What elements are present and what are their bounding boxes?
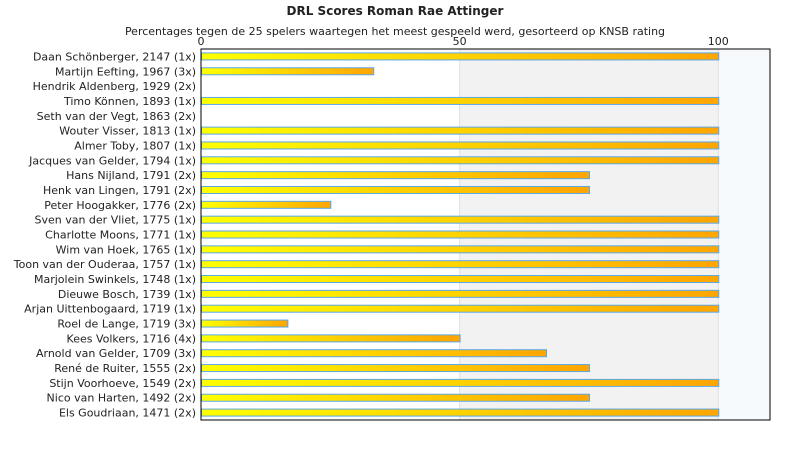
y-category-label: Seth van der Vegt, 1863 (2x) (37, 110, 196, 123)
chart-title: DRL Scores Roman Rae Attinger (286, 4, 504, 18)
y-category-label: Arjan Uittenbogaard, 1719 (1x) (24, 303, 196, 316)
bar (201, 275, 720, 284)
bar (201, 304, 720, 313)
bar (201, 319, 289, 328)
bar (201, 408, 720, 417)
bar (201, 156, 720, 165)
bar (201, 334, 461, 343)
y-category-label: Peter Hoogakker, 1776 (2x) (44, 199, 196, 212)
y-category-label: Stijn Voorhoeve, 1549 (2x) (49, 377, 196, 390)
y-category-label: Timo Können, 1893 (1x) (63, 95, 196, 108)
y-category-label: Wim van Hoek, 1765 (1x) (56, 243, 196, 256)
y-category-label: Henk van Lingen, 1791 (2x) (43, 184, 196, 197)
chart-subtitle: Percentages tegen de 25 spelers waartege… (124, 25, 666, 38)
band-100-plus (718, 49, 770, 420)
x-tick-label: 0 (198, 35, 205, 48)
y-category-label: Martijn Eefting, 1967 (3x) (55, 65, 196, 78)
y-category-label: Els Goudriaan, 1471 (2x) (59, 407, 196, 420)
y-category-label: Toon van der Ouderaa, 1757 (1x) (13, 258, 196, 271)
bar (201, 230, 720, 239)
bar (201, 245, 720, 254)
bar (201, 364, 590, 373)
x-tick-label: 100 (708, 35, 729, 48)
bar (201, 67, 375, 76)
y-category-label: Wouter Visser, 1813 (1x) (59, 125, 196, 138)
bar (201, 96, 720, 105)
y-category-label: Arnold van Gelder, 1709 (3x) (36, 347, 196, 360)
y-category-label: Daan Schönberger, 2147 (1x) (33, 50, 196, 63)
bar (201, 141, 720, 150)
bar (201, 126, 720, 135)
y-category-label: Almer Toby, 1807 (1x) (74, 139, 196, 152)
y-category-label: René de Ruiter, 1555 (2x) (54, 362, 196, 375)
bar (201, 171, 590, 180)
bar (201, 393, 590, 402)
y-category-label: Hans Nijland, 1791 (2x) (66, 169, 196, 182)
bar (201, 200, 332, 209)
bar (201, 52, 720, 61)
y-category-label: Charlotte Moons, 1771 (1x) (45, 229, 196, 242)
y-category-label: Dieuwe Bosch, 1739 (1x) (58, 288, 196, 301)
plot-border (200, 48, 771, 421)
bar (201, 378, 720, 387)
y-category-label: Jacques van Gelder, 1794 (1x) (28, 154, 196, 167)
y-category-label: Sven van der Vliet, 1775 (1x) (34, 214, 196, 227)
y-category-label: Marjolein Swinkels, 1748 (1x) (34, 273, 196, 286)
y-category-label: Nico van Harten, 1492 (2x) (47, 392, 196, 405)
bar (201, 215, 720, 224)
y-category-label: Roel de Lange, 1719 (3x) (57, 318, 196, 331)
y-category-label: Hendrik Aldenberg, 1929 (2x) (33, 80, 196, 93)
bar (201, 349, 548, 358)
x-tick-label: 50 (453, 35, 467, 48)
bar (201, 185, 590, 194)
bar (201, 260, 720, 269)
y-category-label: Kees Volkers, 1716 (4x) (67, 332, 196, 345)
bar (201, 289, 720, 298)
